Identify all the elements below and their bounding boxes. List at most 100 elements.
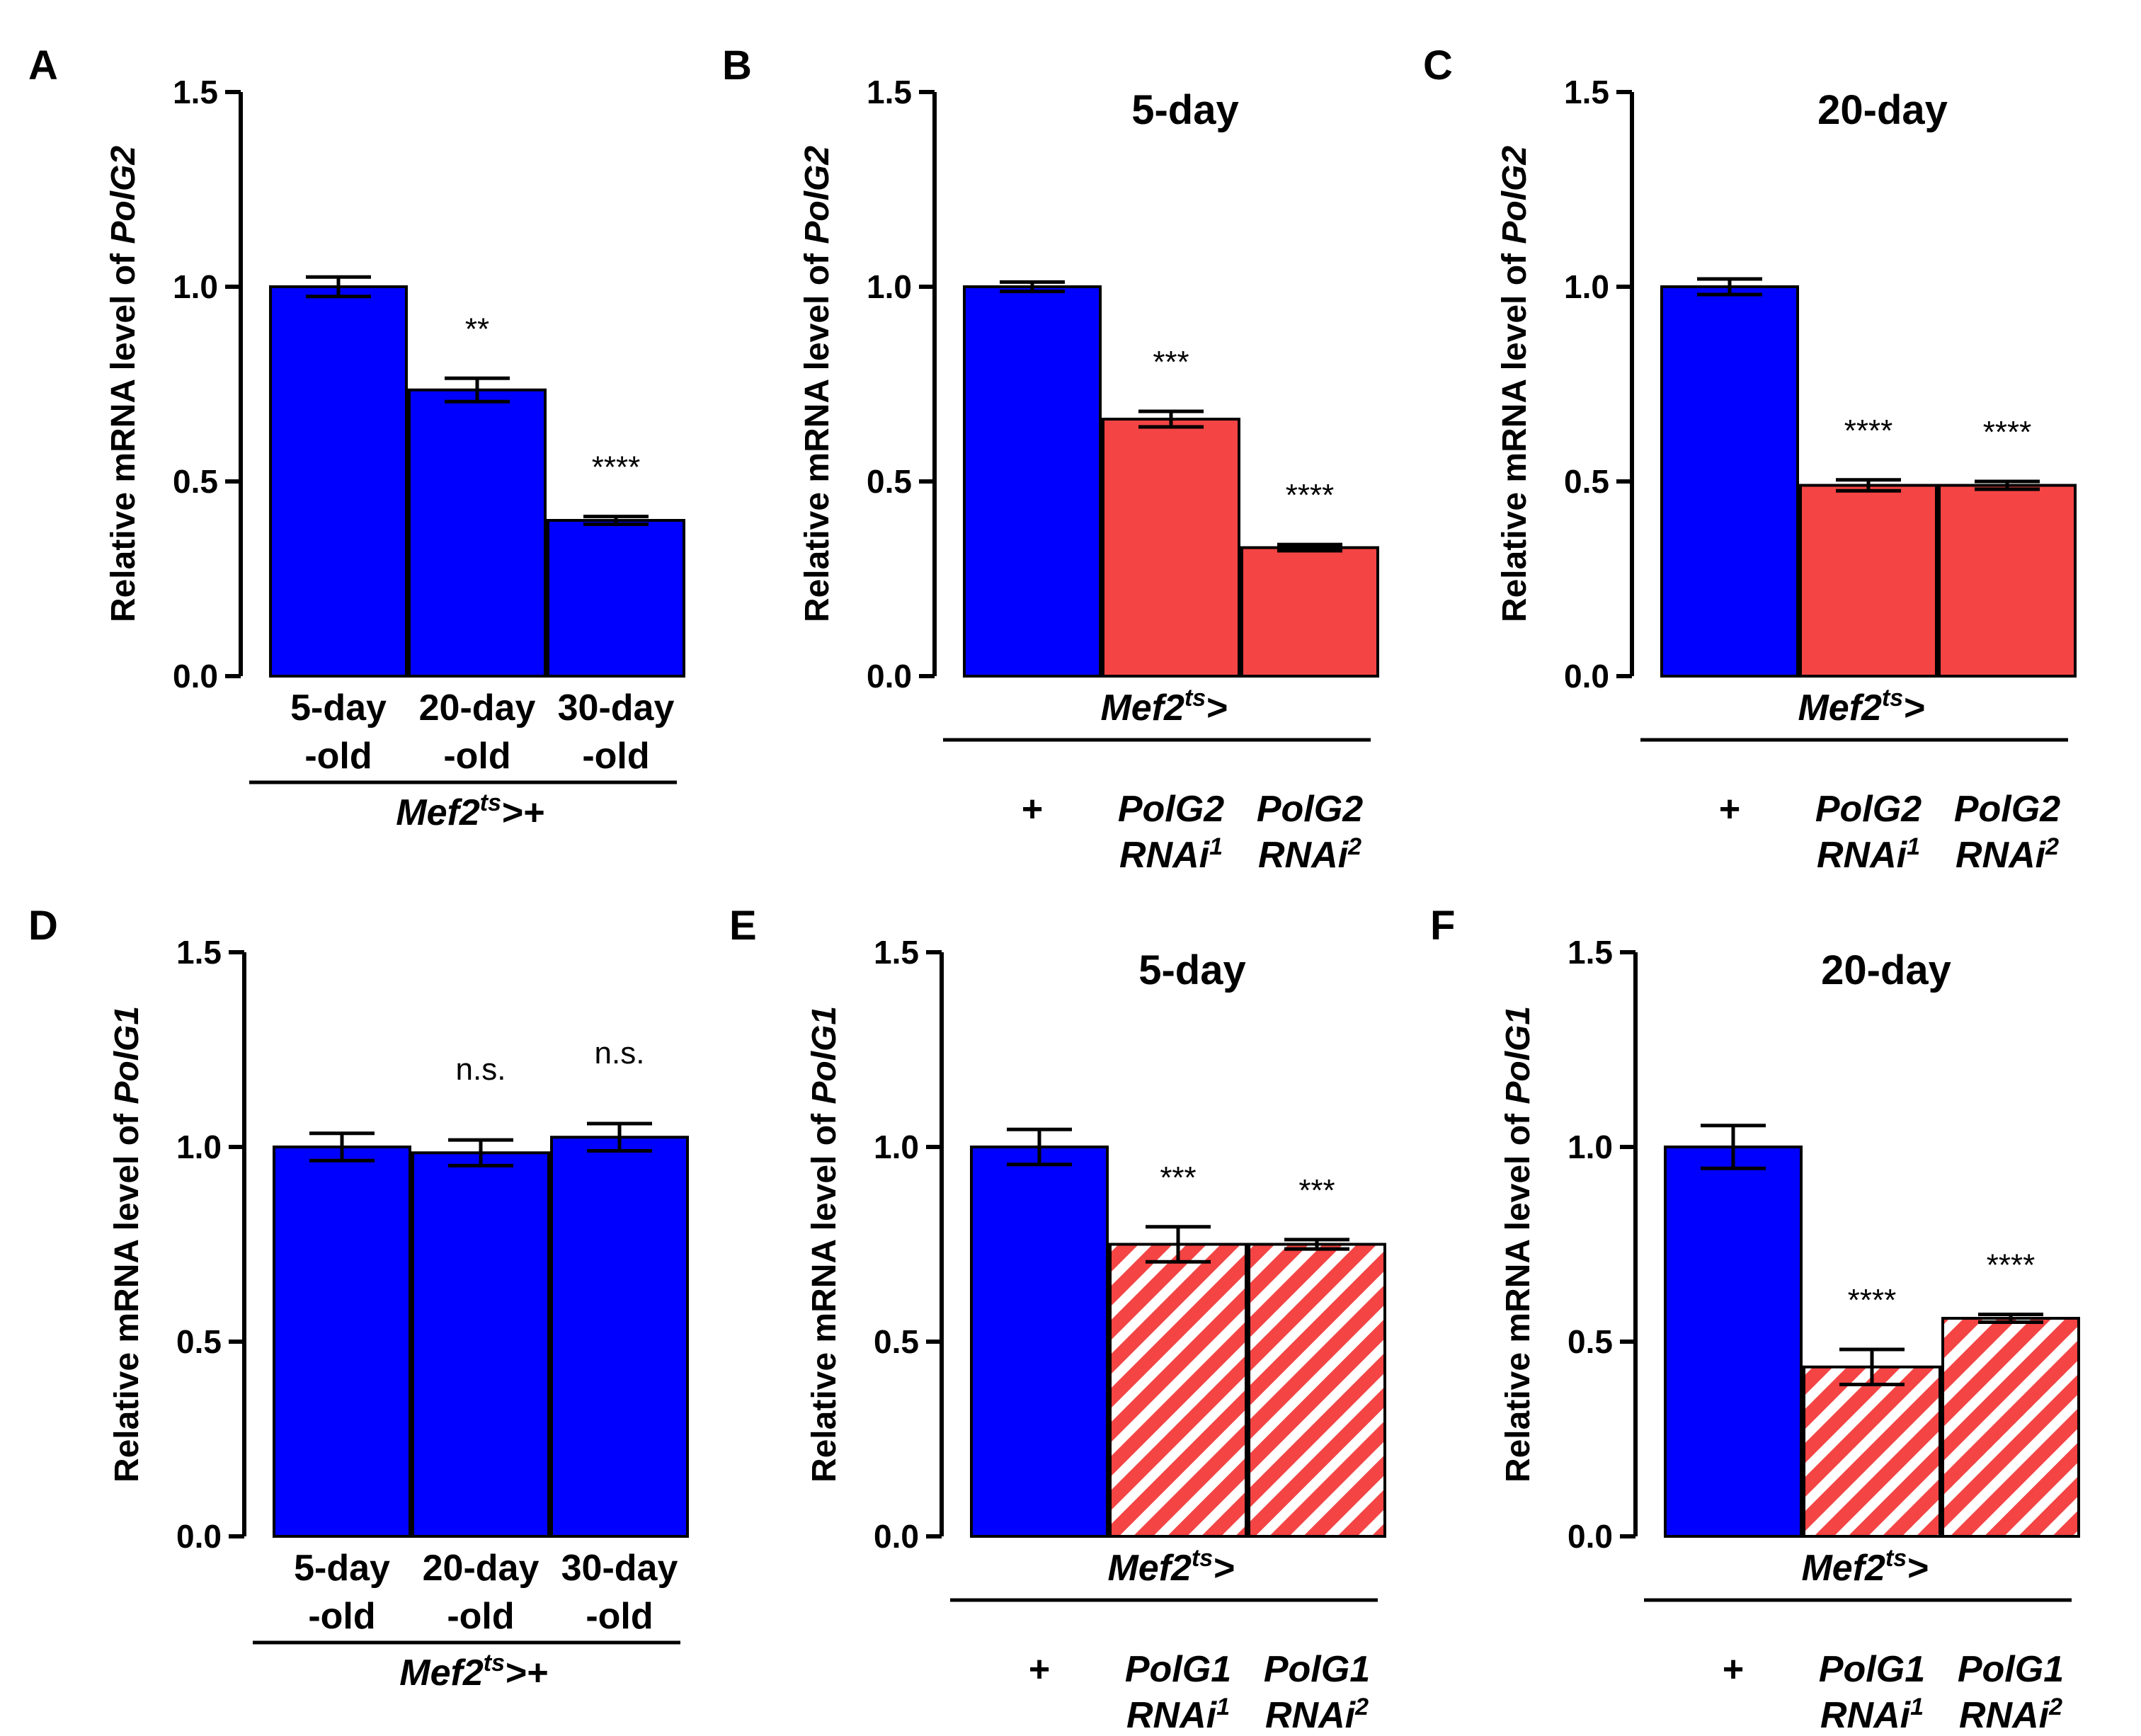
category-label-line1: PolG2 bbox=[1954, 789, 2060, 830]
y-tick-label: 1.0 bbox=[867, 268, 912, 305]
bar-2 bbox=[1102, 418, 1240, 678]
y-tick-label: 1.5 bbox=[867, 74, 912, 110]
significance-label: **** bbox=[1983, 415, 2032, 450]
y-tick-label: 1.0 bbox=[874, 1129, 919, 1165]
bar-2 bbox=[1803, 1365, 1941, 1538]
y-tick-label: 1.5 bbox=[1568, 934, 1613, 971]
panel-f: F 0.0 0.5 1.0 1.5 Relative mRNA level of PolG… bbox=[1430, 903, 2080, 1736]
bar-1 bbox=[1660, 285, 1799, 678]
significance-label: **** bbox=[1848, 1283, 1897, 1318]
bar-2 bbox=[1109, 1243, 1248, 1538]
bar-3 bbox=[1240, 546, 1379, 678]
bar-1 bbox=[1664, 1146, 1803, 1538]
category-label-line2: RNAi1 bbox=[1820, 1694, 1924, 1736]
category-label-line1: PolG2 bbox=[1257, 789, 1363, 830]
y-tick-label: 0.0 bbox=[867, 658, 912, 695]
bar-3 bbox=[1941, 1317, 2080, 1538]
bar-1 bbox=[963, 285, 1102, 678]
group-label: Mef2ts>+ bbox=[399, 1650, 547, 1694]
y-tick-label: 1.5 bbox=[1564, 74, 1609, 110]
y-tick-label: 1.0 bbox=[1568, 1129, 1613, 1165]
y-tick-label: 0.5 bbox=[173, 463, 218, 500]
bar-1 bbox=[970, 1146, 1109, 1538]
category-label-line1: 5-day bbox=[294, 1548, 390, 1589]
panel-title: 20-day bbox=[1817, 87, 1948, 133]
y-tick-label: 0.5 bbox=[176, 1323, 222, 1360]
panel-letter: B bbox=[722, 42, 752, 88]
y-tick-label: 0.5 bbox=[1564, 463, 1609, 500]
category-label-line2: -old bbox=[447, 1596, 514, 1637]
bar-1 bbox=[273, 1146, 411, 1538]
bar-3 bbox=[1248, 1243, 1386, 1538]
y-tick-label: 1.0 bbox=[173, 268, 218, 305]
y-axis-label: Relative mRNA level of PolG2 bbox=[105, 146, 142, 622]
panel-b: B 0.0 0.5 1.0 1.5 Relative mRNA level of PolG… bbox=[722, 42, 1379, 876]
category-label-line1: 30-day bbox=[558, 687, 675, 729]
y-tick-label: 0.0 bbox=[1568, 1518, 1613, 1555]
bar-1 bbox=[269, 285, 408, 678]
panel-title: 5-day bbox=[1131, 87, 1239, 133]
y-tick-label: 0.0 bbox=[874, 1518, 919, 1555]
significance-label: n.s. bbox=[595, 1036, 645, 1070]
significance-label: *** bbox=[1153, 345, 1189, 379]
panel-letter: A bbox=[28, 42, 58, 88]
category-label-line2: -old bbox=[304, 736, 372, 777]
group-label: Mef2ts> bbox=[1801, 1545, 1928, 1589]
bar-3 bbox=[1938, 484, 2077, 678]
category-label-line2: RNAi2 bbox=[1265, 1694, 1369, 1736]
category-label-line2: -old bbox=[586, 1596, 653, 1637]
category-label-line1: 5-day bbox=[290, 687, 387, 729]
category-label-line2: -old bbox=[582, 736, 649, 777]
y-tick-label: 1.0 bbox=[1564, 268, 1609, 305]
y-axis-label: Relative mRNA level of PolG1 bbox=[1500, 1006, 1537, 1483]
category-label-line1: PolG1 bbox=[1264, 1649, 1370, 1690]
significance-label: **** bbox=[1844, 413, 1893, 448]
significance-label: **** bbox=[592, 450, 641, 485]
panel-title: 5-day bbox=[1138, 947, 1246, 993]
category-label: + bbox=[1719, 789, 1740, 830]
y-tick-label: 0.5 bbox=[874, 1323, 919, 1360]
y-tick-label: 0.0 bbox=[176, 1518, 222, 1555]
category-label-line1: PolG1 bbox=[1819, 1649, 1925, 1690]
category-label-line1: PolG1 bbox=[1125, 1649, 1231, 1690]
significance-label: n.s. bbox=[456, 1052, 506, 1087]
panel-letter: D bbox=[28, 903, 58, 949]
y-tick-label: 0.0 bbox=[1564, 658, 1609, 695]
panel-title: 20-day bbox=[1821, 947, 1951, 993]
category-label-line1: 30-day bbox=[561, 1548, 678, 1589]
panel-letter: F bbox=[1430, 903, 1455, 949]
significance-label: **** bbox=[1987, 1248, 2036, 1283]
y-axis-label: Relative mRNA level of PolG2 bbox=[799, 146, 836, 622]
category-label-line1: 20-day bbox=[423, 1548, 539, 1589]
significance-label: ** bbox=[465, 312, 489, 346]
category-label-line1: PolG2 bbox=[1118, 789, 1224, 830]
y-axis-label: Relative mRNA level of PolG1 bbox=[806, 1006, 843, 1483]
y-tick-label: 0.5 bbox=[1568, 1323, 1613, 1360]
significance-label: *** bbox=[1298, 1173, 1335, 1208]
category-label-line2: -old bbox=[443, 736, 510, 777]
significance-label: **** bbox=[1286, 478, 1335, 513]
panel-letter: E bbox=[729, 903, 757, 949]
category-label-line2: RNAi1 bbox=[1119, 833, 1223, 876]
y-tick-label: 1.5 bbox=[176, 934, 222, 971]
group-label: Mef2ts> bbox=[1107, 1545, 1234, 1589]
category-label-line2: RNAi1 bbox=[1817, 833, 1920, 876]
group-label: Mef2ts>+ bbox=[396, 789, 544, 833]
y-axis-label: Relative mRNA level of PolG2 bbox=[1496, 146, 1534, 622]
bar-3 bbox=[550, 1136, 689, 1538]
y-tick-label: 0.0 bbox=[173, 658, 218, 695]
category-label-line1: 20-day bbox=[419, 687, 536, 729]
category-label-line1: PolG2 bbox=[1815, 789, 1922, 830]
panel-a: A 0.0 0.5 1.0 1.5 Relative mRNA level of PolG… bbox=[28, 42, 685, 833]
panel-letter: C bbox=[1423, 42, 1453, 88]
panel-d: D 0.0 0.5 1.0 1.5 Relative mRNA level of PolG… bbox=[28, 903, 689, 1694]
category-label-line2: -old bbox=[308, 1596, 375, 1637]
y-tick-label: 1.5 bbox=[874, 934, 919, 971]
y-axis-label: Relative mRNA level of PolG1 bbox=[108, 1006, 146, 1483]
category-label-line2: RNAi2 bbox=[1258, 833, 1361, 876]
y-tick-label: 0.5 bbox=[867, 463, 912, 500]
panel-e: E 0.0 0.5 1.0 1.5 Relative mRNA level of PolG… bbox=[729, 903, 1386, 1736]
panel-c: C 0.0 0.5 1.0 1.5 Relative mRNA level of PolG… bbox=[1423, 42, 2077, 876]
bar-2 bbox=[408, 388, 547, 678]
